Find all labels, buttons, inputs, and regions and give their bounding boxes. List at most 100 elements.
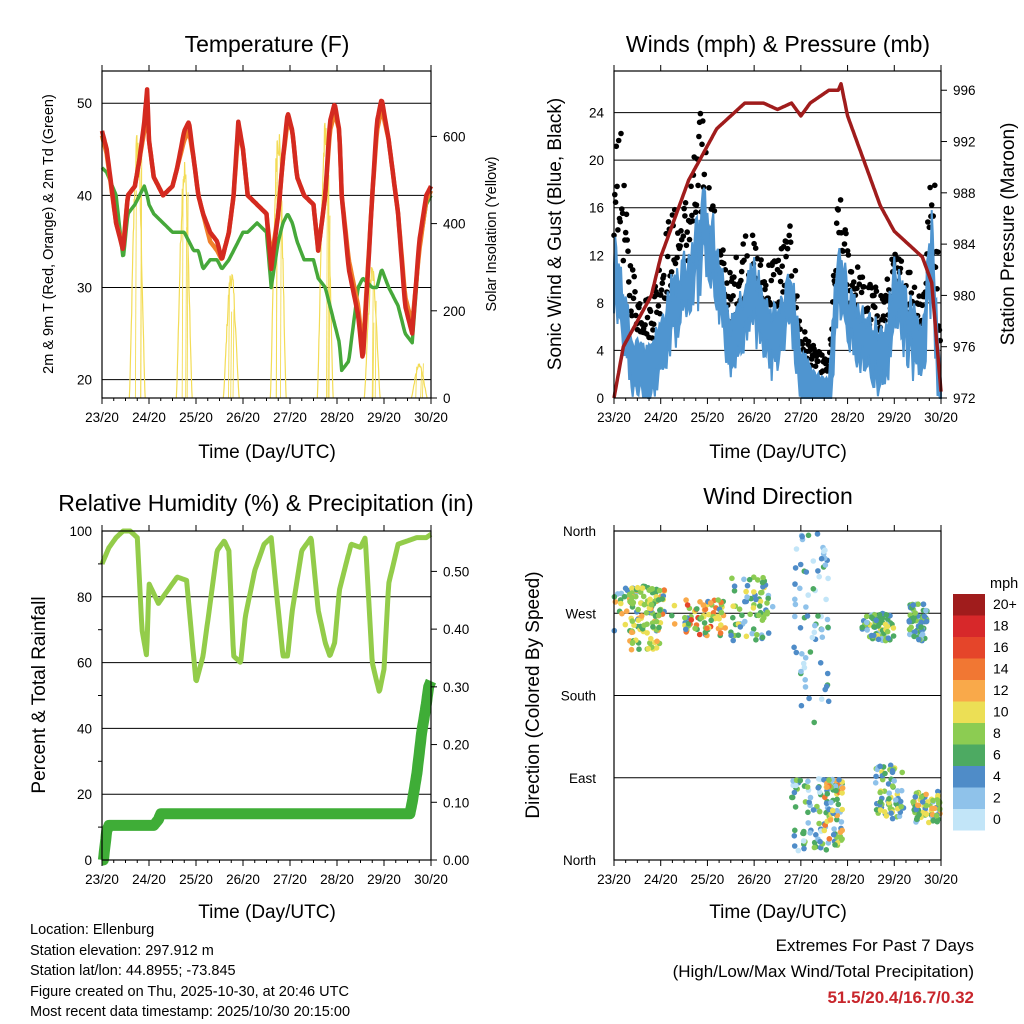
direction-point <box>872 780 879 786</box>
x-tick-label: 28/20 <box>831 410 865 425</box>
direction-point <box>805 820 811 826</box>
x-tick-label: 25/20 <box>691 872 725 887</box>
direction-point <box>764 600 770 606</box>
y-tick-label: 4 <box>596 343 604 358</box>
direction-point <box>743 588 749 595</box>
wind-y2label: Station Pressure (Maroon) <box>998 123 1019 346</box>
extremes-values: 51.5/20.4/16.7/0.32 <box>827 988 974 1007</box>
gust-point <box>845 252 852 258</box>
direction-point <box>646 587 652 593</box>
gust-point <box>833 220 840 226</box>
direction-point <box>823 596 829 603</box>
direction-point <box>918 619 925 626</box>
direction-point <box>875 623 881 629</box>
direction-point <box>923 618 930 625</box>
direction-point <box>809 634 816 641</box>
gust-point <box>837 197 844 203</box>
direction-point <box>751 589 757 595</box>
x-tick-label: 29/20 <box>877 410 911 425</box>
gust-point <box>629 267 636 273</box>
gust-point <box>680 233 687 239</box>
direction-point <box>828 799 834 806</box>
x-tick-label: 30/20 <box>414 410 448 425</box>
direction-point <box>619 610 625 617</box>
gust-point <box>843 230 849 237</box>
y2-tick-label: 0.20 <box>443 738 469 753</box>
direction-point <box>641 601 648 608</box>
direction-point <box>838 819 845 825</box>
direction-point <box>815 613 821 619</box>
direction-point <box>930 817 936 824</box>
direction-point <box>802 684 809 690</box>
y-tick-label: 60 <box>77 656 92 671</box>
gust-point <box>777 278 784 285</box>
direction-point <box>730 603 736 609</box>
legend-label: 16 <box>993 639 1009 655</box>
solar-trace <box>222 273 240 399</box>
gust-point <box>665 219 672 225</box>
direction-point <box>891 778 897 784</box>
direction-point <box>754 631 760 638</box>
direction-point <box>792 804 799 810</box>
direction-point <box>882 621 889 628</box>
gust-point <box>741 257 747 264</box>
direction-point <box>815 568 821 574</box>
gust-point <box>788 273 795 279</box>
direction-point <box>696 631 703 638</box>
direction-point <box>621 593 628 600</box>
station-info: Location: Ellenburg Station elevation: 2… <box>30 920 350 1023</box>
direction-point <box>718 622 724 628</box>
direction-point <box>877 789 883 796</box>
direction-point <box>749 630 755 637</box>
direction-point <box>916 636 922 643</box>
gust-point <box>758 257 764 263</box>
direction-point <box>759 589 765 596</box>
direction-point <box>656 624 662 631</box>
solar-spike <box>420 368 423 399</box>
gust-point <box>689 218 696 224</box>
direction-point <box>803 604 809 610</box>
direction-point <box>647 640 653 646</box>
direction-point <box>698 615 705 621</box>
gust-point <box>720 247 726 253</box>
direction-point <box>797 777 804 784</box>
solar-trace <box>363 267 381 399</box>
direction-point <box>641 622 647 629</box>
direction-point <box>792 596 798 603</box>
direction-point <box>834 807 840 814</box>
gust-point <box>612 191 618 198</box>
y-tick-label: 40 <box>77 721 92 736</box>
x-tick-label: 27/20 <box>784 410 818 425</box>
direction-point <box>825 698 832 705</box>
solar-spike <box>279 181 282 399</box>
direction-point <box>816 808 823 815</box>
direction-point <box>923 802 929 809</box>
gust-point <box>935 249 941 255</box>
gust-point <box>872 304 878 311</box>
direction-point <box>728 632 734 639</box>
gust-point <box>626 279 632 285</box>
direction-point <box>737 624 744 630</box>
direction-point <box>753 637 759 643</box>
direction-point <box>814 803 820 810</box>
direction-point <box>863 613 870 620</box>
direction-point <box>919 799 926 805</box>
direction-point <box>890 625 897 631</box>
direction-point <box>910 602 917 608</box>
direction-point <box>623 608 630 614</box>
direction-point <box>823 800 830 807</box>
direction-point <box>791 644 797 651</box>
y2-tick-label: 200 <box>443 304 466 319</box>
gust-point <box>884 276 891 283</box>
direction-point <box>656 587 663 594</box>
gust-point <box>617 218 623 225</box>
panel-temperature: Temperature (F) 20 30 40 50 0 200 400 600 23/20 2… <box>41 31 500 463</box>
direction-point <box>731 583 738 589</box>
y-tick-label: 12 <box>589 248 604 263</box>
direction-point <box>906 626 913 633</box>
legend-label: 18 <box>993 618 1009 634</box>
y2-tick-label: 976 <box>953 340 976 355</box>
gust-point <box>873 288 880 295</box>
temp-title: Temperature (F) <box>185 31 350 57</box>
direction-point <box>805 809 811 816</box>
